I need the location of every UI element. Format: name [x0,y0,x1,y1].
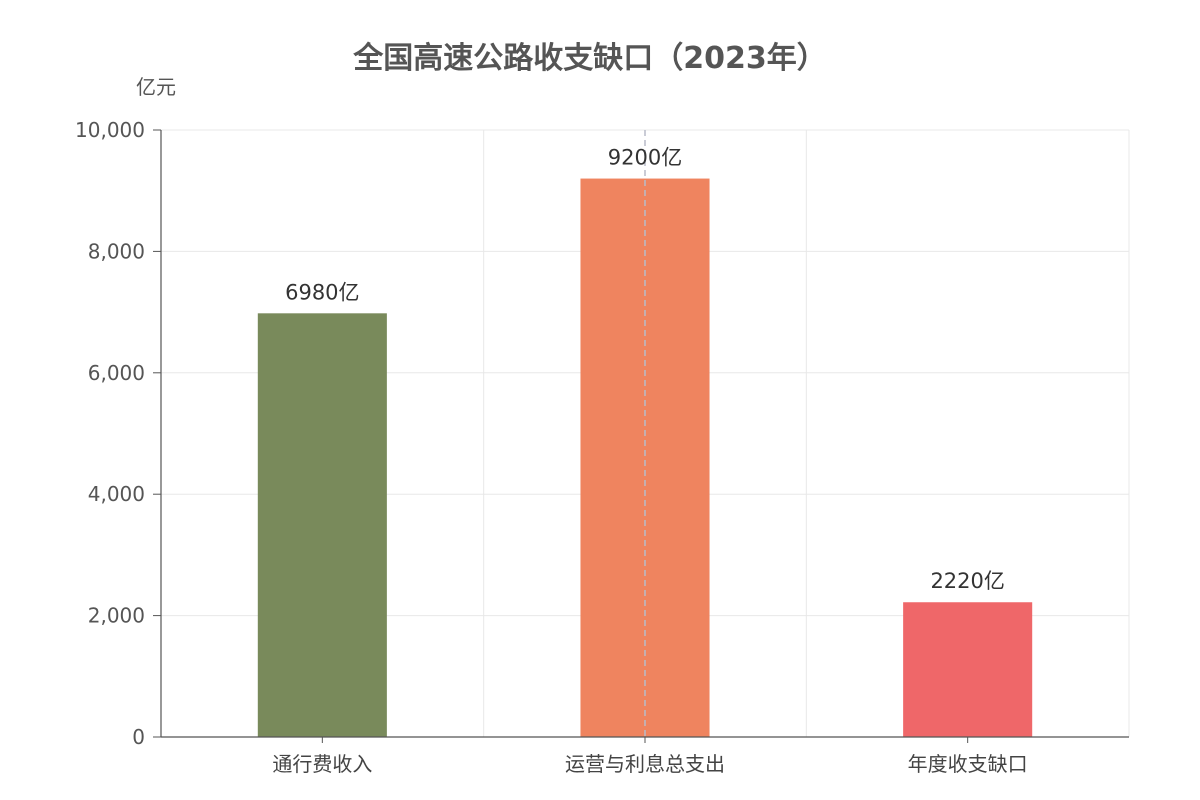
bar-data-label: 6980亿 [285,280,359,304]
bar-data-label: 2220亿 [930,569,1004,593]
x-category-label: 通行费收入 [272,752,372,776]
chart-title: 全国高速公路收支缺口（2023年） [352,41,827,76]
y-tick-label: 8,000 [88,239,145,263]
axes [153,129,1129,743]
y-tick-label: 6,000 [88,361,145,385]
y-tick-label: 4,000 [88,482,145,506]
y-tick-label: 10,000 [75,118,145,142]
x-category-label: 运营与利息总支出 [565,752,725,776]
y-tick-label: 0 [132,725,145,749]
bar-1[interactable] [257,313,387,737]
y-tick-label: 2,000 [88,604,145,628]
bar-data-label: 9200亿 [608,146,682,170]
y-axis-unit-label: 亿元 [136,75,176,99]
bar-3[interactable] [903,602,1033,737]
x-category-label: 年度收支缺口 [908,752,1028,776]
